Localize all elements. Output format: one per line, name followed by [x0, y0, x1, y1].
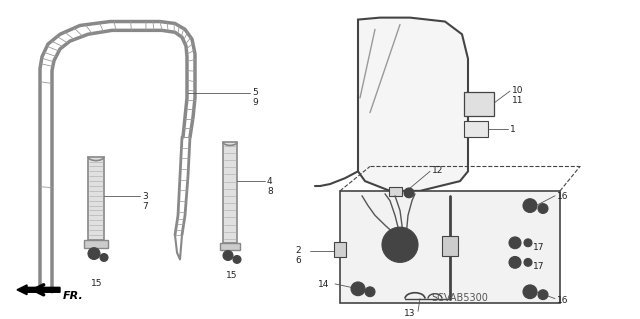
- Circle shape: [351, 282, 365, 296]
- Circle shape: [524, 239, 532, 247]
- Circle shape: [523, 285, 537, 299]
- Polygon shape: [358, 18, 468, 191]
- Text: 16: 16: [557, 192, 568, 201]
- Text: 17: 17: [533, 243, 545, 252]
- Circle shape: [538, 290, 548, 300]
- Text: 10: 10: [512, 86, 524, 95]
- Text: 1: 1: [510, 125, 516, 134]
- FancyBboxPatch shape: [334, 242, 346, 257]
- Text: 15: 15: [92, 279, 103, 288]
- FancyBboxPatch shape: [442, 236, 458, 256]
- Circle shape: [382, 227, 418, 263]
- Circle shape: [524, 258, 532, 266]
- FancyBboxPatch shape: [84, 240, 108, 248]
- Text: 11: 11: [512, 96, 524, 105]
- Circle shape: [88, 248, 100, 259]
- FancyArrow shape: [17, 285, 60, 295]
- Circle shape: [223, 251, 233, 260]
- Text: SCVAB5300: SCVAB5300: [431, 293, 488, 303]
- Text: 15: 15: [227, 271, 237, 280]
- Text: 17: 17: [533, 263, 545, 271]
- FancyBboxPatch shape: [220, 243, 240, 250]
- Circle shape: [404, 188, 414, 198]
- Text: 12: 12: [432, 167, 444, 175]
- Text: 9: 9: [252, 98, 258, 107]
- Text: 7: 7: [142, 202, 148, 211]
- FancyBboxPatch shape: [223, 142, 237, 243]
- Text: 3: 3: [142, 192, 148, 201]
- Text: 8: 8: [267, 187, 273, 196]
- Circle shape: [509, 237, 521, 249]
- Text: 6: 6: [295, 256, 301, 264]
- Circle shape: [509, 256, 521, 268]
- Circle shape: [523, 199, 537, 212]
- Text: 14: 14: [318, 280, 330, 289]
- Text: 16: 16: [557, 296, 568, 305]
- Circle shape: [365, 287, 375, 297]
- Text: 4: 4: [267, 177, 273, 186]
- FancyBboxPatch shape: [464, 122, 488, 137]
- Circle shape: [233, 256, 241, 263]
- FancyBboxPatch shape: [88, 157, 104, 240]
- FancyBboxPatch shape: [464, 92, 494, 115]
- FancyBboxPatch shape: [340, 191, 560, 303]
- Circle shape: [100, 254, 108, 261]
- Text: FR.: FR.: [63, 291, 84, 301]
- Text: 13: 13: [404, 309, 416, 318]
- Text: 5: 5: [252, 88, 258, 97]
- Circle shape: [538, 204, 548, 213]
- FancyBboxPatch shape: [388, 188, 401, 196]
- Text: 2: 2: [295, 246, 301, 255]
